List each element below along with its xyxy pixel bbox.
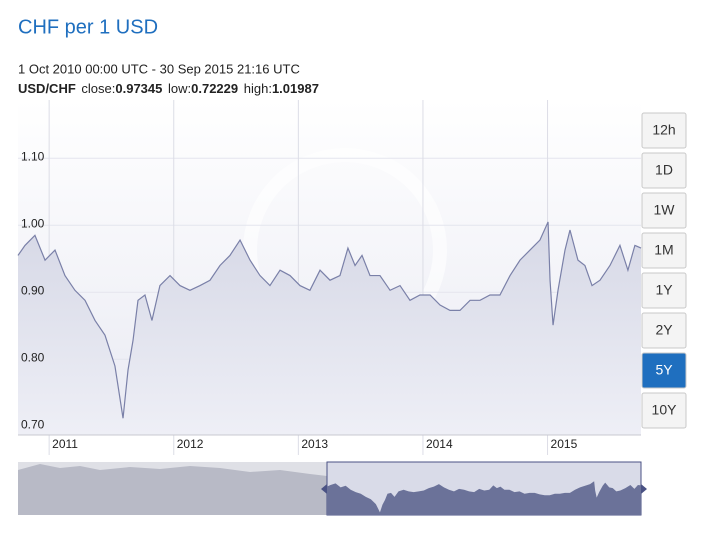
subtitle: 1 Oct 2010 00:00 UTC - 30 Sep 2015 21:16… (18, 61, 300, 76)
x-tick-label: 2014 (426, 437, 453, 451)
range-button[interactable] (641, 192, 687, 229)
area (18, 221, 641, 435)
range-button[interactable] (641, 352, 687, 389)
y-tick-label: 0.70 (21, 417, 45, 431)
chart-title: CHF per 1 USD (18, 16, 158, 38)
range-button-label[interactable]: 1Y (655, 282, 673, 298)
range-button-label[interactable]: 1M (654, 242, 673, 258)
line (17, 221, 642, 419)
y-tick-label: 0.90 (21, 283, 45, 297)
range-button-label[interactable]: 1D (655, 162, 673, 178)
range-button[interactable] (641, 392, 687, 429)
range-button-label[interactable]: 2Y (655, 322, 673, 338)
y-tick-label: 0.80 (21, 350, 45, 364)
info-low-label: low: (168, 81, 191, 96)
info-close-label: close: (81, 81, 115, 96)
info-high: 1.01987 (272, 81, 319, 96)
info-line: USD/CHF close:0.97345 low:0.72229 high:1… (18, 81, 319, 96)
y-tick-label: 1.00 (21, 216, 45, 230)
range-button-label[interactable]: 1W (654, 202, 676, 218)
range-button[interactable] (641, 312, 687, 349)
range-button-label[interactable]: 10Y (652, 402, 678, 418)
x-tick-label: 2012 (177, 437, 204, 451)
x-tick-label: 2013 (301, 437, 328, 451)
y-tick-label: 1.10 (21, 149, 45, 163)
navigator-history (18, 464, 327, 515)
range-button-label[interactable]: 5Y (655, 362, 673, 378)
info-high-label: high: (244, 81, 272, 96)
x-tick-label: 2011 (52, 437, 78, 451)
navigator-area (327, 481, 641, 515)
info-low: 0.72229 (191, 81, 238, 96)
range-button[interactable] (641, 152, 687, 189)
range-button[interactable] (641, 112, 687, 149)
info-close: 0.97345 (115, 81, 162, 96)
info-pair: USD/CHF (18, 81, 76, 96)
range-button[interactable] (641, 232, 687, 269)
x-tick-label: 2015 (551, 437, 578, 451)
range-button-label[interactable]: 12h (652, 122, 675, 138)
range-button[interactable] (641, 272, 687, 309)
